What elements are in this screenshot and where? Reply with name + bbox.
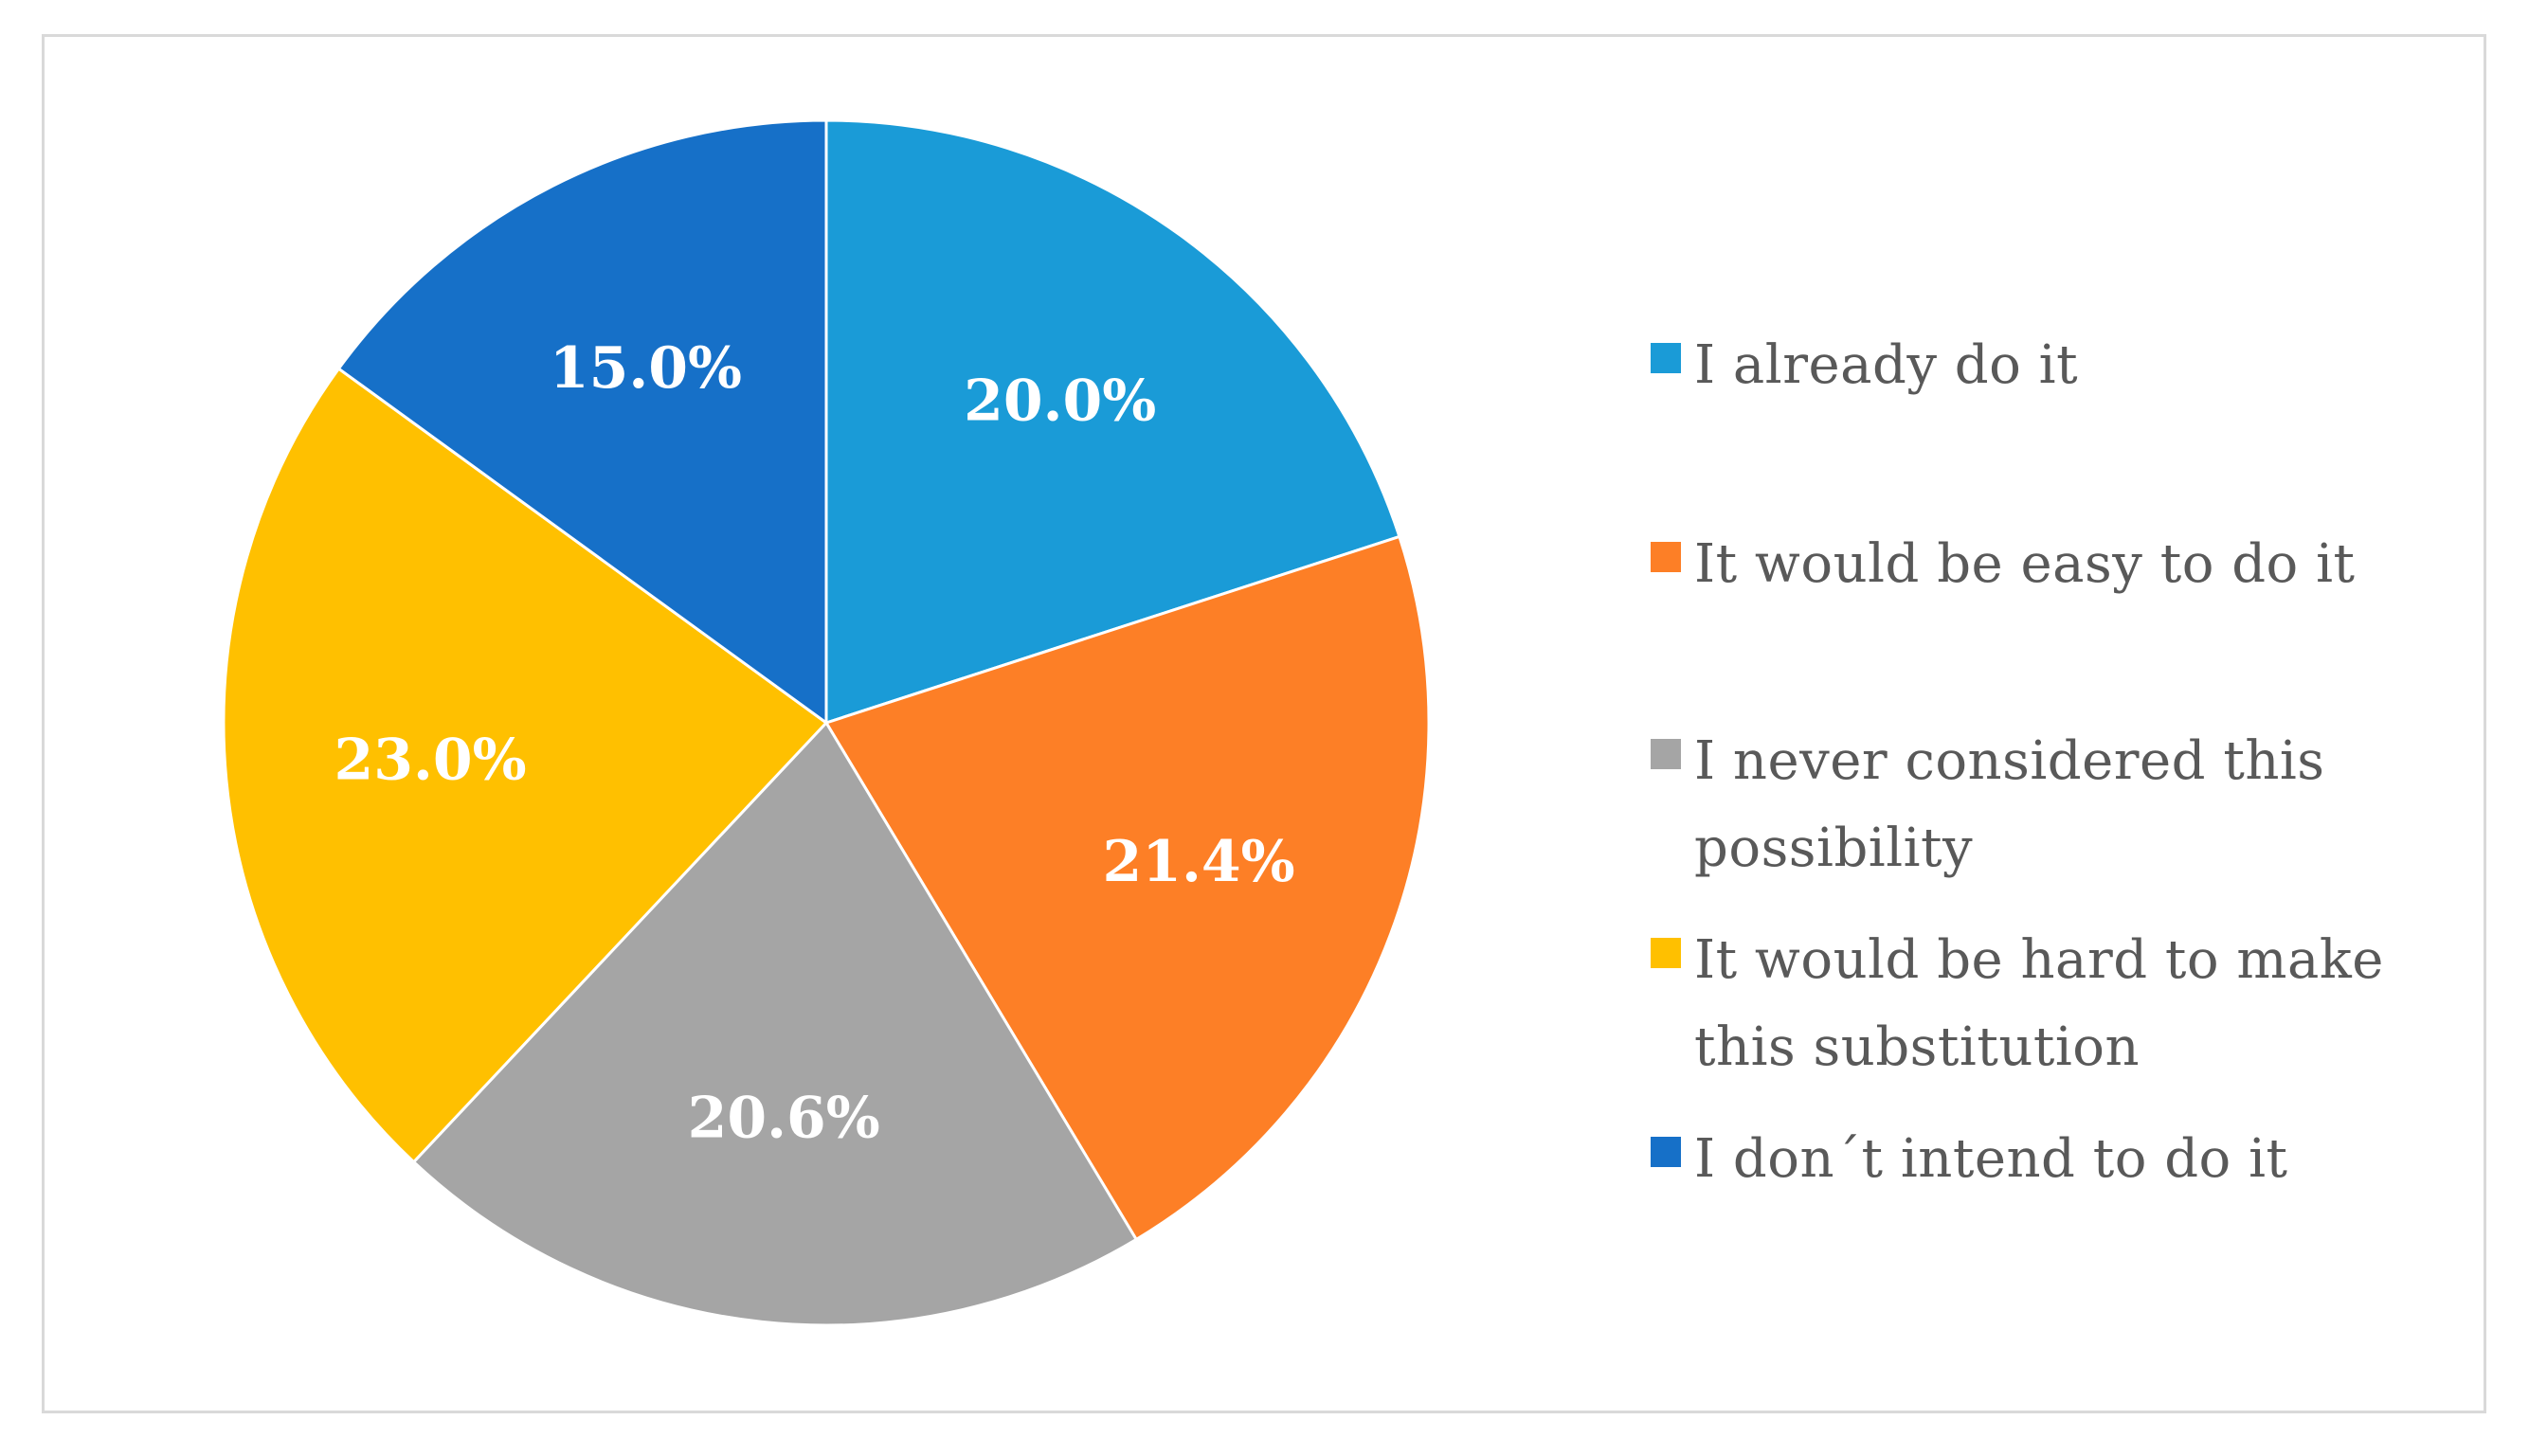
legend-label: I don´t intend to do it: [1694, 1116, 2452, 1203]
legend-swatch: [1651, 343, 1681, 373]
legend-label: It would be hard to make this substituti…: [1694, 917, 2452, 1091]
legend-item-hard-to-substitute: It would be hard to make this substituti…: [1651, 917, 2452, 1091]
legend-item-dont-intend: I don´t intend to do it: [1651, 1116, 2452, 1203]
legend-label: I already do it: [1694, 322, 2452, 409]
legend-label: It would be easy to do it: [1694, 521, 2452, 608]
data-label: 21.4%: [1103, 829, 1295, 895]
data-label: 20.6%: [688, 1085, 880, 1151]
legend-swatch: [1651, 542, 1681, 572]
legend-swatch: [1651, 938, 1681, 968]
legend-item-easy-to-do: It would be easy to do it: [1651, 521, 2452, 608]
legend-item-already-do-it: I already do it: [1651, 322, 2452, 409]
legend-swatch: [1651, 739, 1681, 769]
legend-item-never-considered: I never considered this possibility: [1651, 718, 2452, 892]
data-label: 20.0%: [964, 368, 1156, 434]
legend-label: I never considered this possibility: [1694, 718, 2452, 892]
legend-swatch: [1651, 1137, 1681, 1167]
data-label: 23.0%: [334, 728, 527, 794]
data-label: 15.0%: [550, 335, 742, 402]
